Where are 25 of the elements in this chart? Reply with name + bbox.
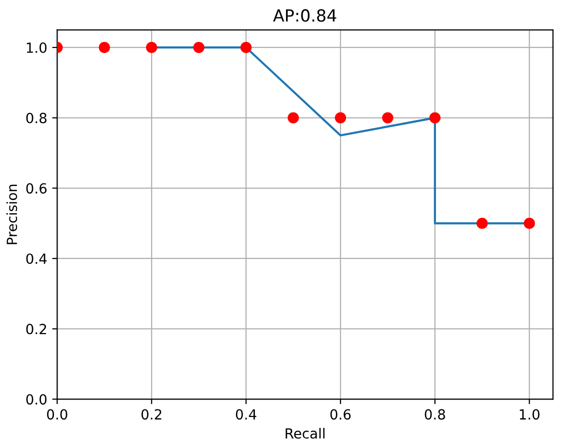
- chart-title: AP:0.84: [273, 9, 336, 22]
- point: [240, 42, 252, 54]
- point: [476, 218, 488, 229]
- point: [288, 112, 299, 124]
- x-tick-label: 0.4: [236, 409, 256, 420]
- y-tick-label: 1.0: [26, 42, 47, 53]
- x-tick-label: 1.0: [520, 409, 540, 420]
- point: [429, 112, 441, 124]
- y-tick-label: 0.4: [26, 253, 47, 264]
- point: [524, 218, 535, 229]
- y-axis-title: Precision: [6, 184, 18, 244]
- y-tick-label: 0.8: [26, 112, 46, 124]
- point: [193, 42, 204, 54]
- y-tick-label: 0.0: [26, 394, 47, 405]
- x-axis-title: Recall: [286, 428, 324, 439]
- x-tick-label: 0.2: [141, 409, 162, 420]
- point: [98, 42, 110, 54]
- y-tick-label: 0.6: [26, 183, 47, 194]
- point: [382, 112, 394, 124]
- point: [146, 42, 158, 54]
- x-tick-label: 0.0: [47, 409, 68, 420]
- y-tick-label: 0.2: [26, 324, 46, 334]
- x-tick-label: 0.6: [330, 409, 351, 420]
- point: [334, 112, 346, 124]
- x-tick-label: 0.8: [424, 409, 446, 420]
